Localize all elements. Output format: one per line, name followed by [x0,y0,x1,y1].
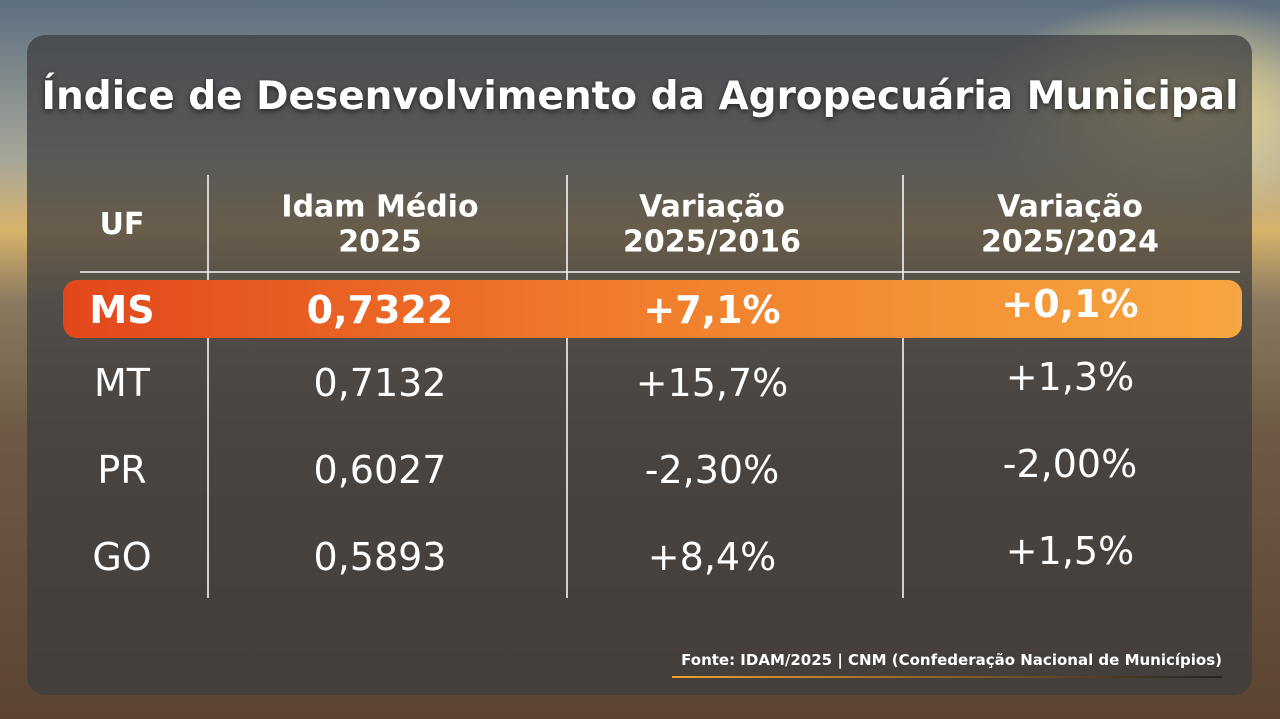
table-cell: 0,7132 [313,361,447,405]
header-line: 2025/2024 [981,224,1159,259]
header-line: Idam Médio [281,189,479,225]
table-cell: PR [97,448,147,492]
divider [80,271,1240,273]
table-cell: 0,5893 [313,535,447,579]
header-line: 2025 [338,224,422,259]
column-header: Variação 2025/2016 [623,189,801,260]
table-cell: +0,1% [1001,282,1139,326]
divider [207,175,209,598]
table-cell: +1,5% [1005,529,1135,573]
table-cell: +15,7% [635,361,789,405]
title: Índice de Desenvolvimento da Agropecuári… [41,74,1239,119]
header-line: 2025/2016 [623,224,801,259]
highlight-row [63,280,1242,338]
divider [566,175,568,598]
header-line: Variação [639,189,785,225]
table-cell: GO [92,535,152,579]
divider [902,175,904,598]
table-cell: -2,30% [644,448,780,492]
column-header: Idam Médio 2025 [281,189,479,260]
table-cell: MS [89,288,155,332]
table-cell: +1,3% [1005,355,1135,399]
table-cell: -2,00% [1002,442,1138,486]
column-header: Variação 2025/2024 [981,189,1159,260]
table-cell: 0,6027 [313,448,447,492]
table-cell: +7,1% [643,288,781,332]
source: Fonte: IDAM/2025 | CNM (Confederação Nac… [681,651,1222,669]
table-cell: +8,4% [647,535,777,579]
header-line: Variação [997,189,1143,225]
underline [672,676,1222,678]
table-cell: 0,7322 [306,288,454,332]
column-header: UF [99,206,145,243]
header-line: UF [99,206,145,242]
panel [27,35,1252,695]
table-cell: MT [94,361,150,405]
